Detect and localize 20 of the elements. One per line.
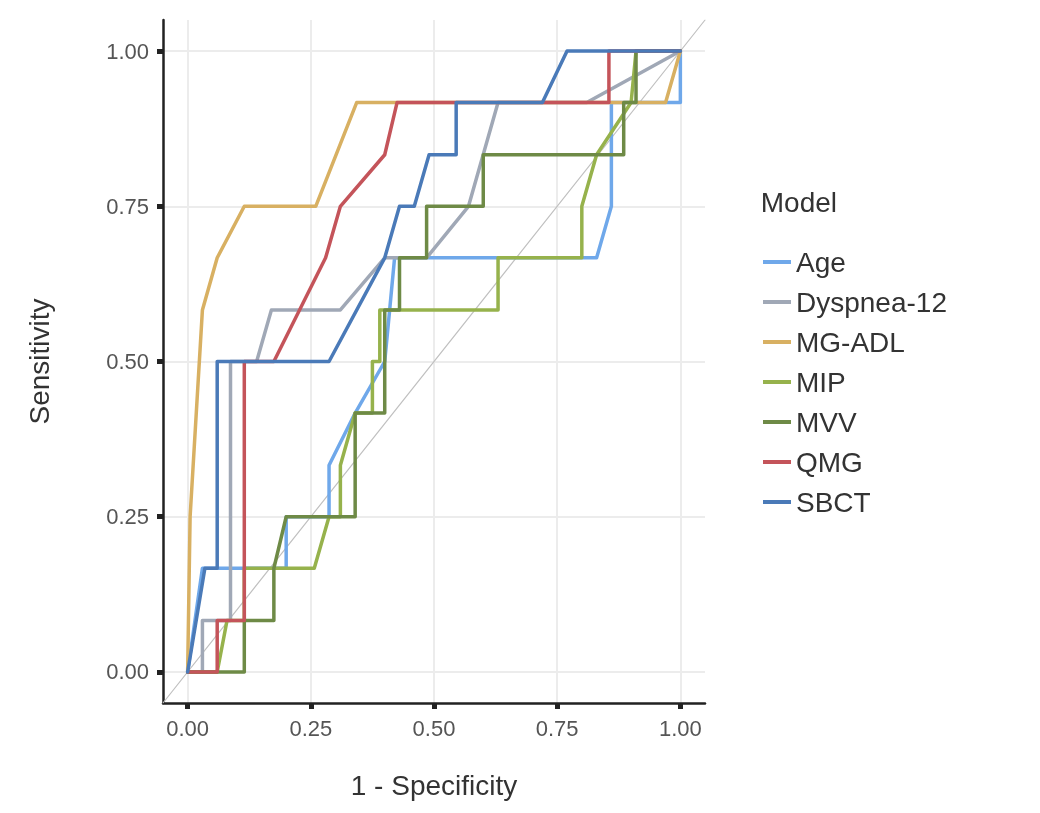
y-tick-label: 0.50 <box>106 349 149 374</box>
legend-label: MIP <box>796 366 846 398</box>
y-tick-label: 1.00 <box>106 38 149 64</box>
y-tick-label: 0.00 <box>106 659 149 685</box>
y-tick-label: 0.75 <box>106 193 149 219</box>
y-tick-label: 0.25 <box>106 504 149 530</box>
x-tick-label: 0.50 <box>412 715 456 741</box>
legend-label: SBCT <box>796 486 871 518</box>
legend-title: Model <box>760 186 837 218</box>
x-tick-label: 0.00 <box>166 715 210 741</box>
legend-label: Age <box>796 246 846 278</box>
y-axis-title: Sensitivity <box>23 298 55 425</box>
legend-label: Dyspnea-12 <box>796 286 947 318</box>
x-axis-title: 1 - Specificity <box>350 769 518 801</box>
x-tick-label: 0.25 <box>289 715 333 741</box>
x-tick-label: 0.75 <box>535 715 579 741</box>
x-tick-label: 1.00 <box>658 715 702 741</box>
legend-label: MVV <box>796 406 857 438</box>
legend-label: MG-ADL <box>796 326 905 358</box>
legend-label: QMG <box>796 446 863 478</box>
